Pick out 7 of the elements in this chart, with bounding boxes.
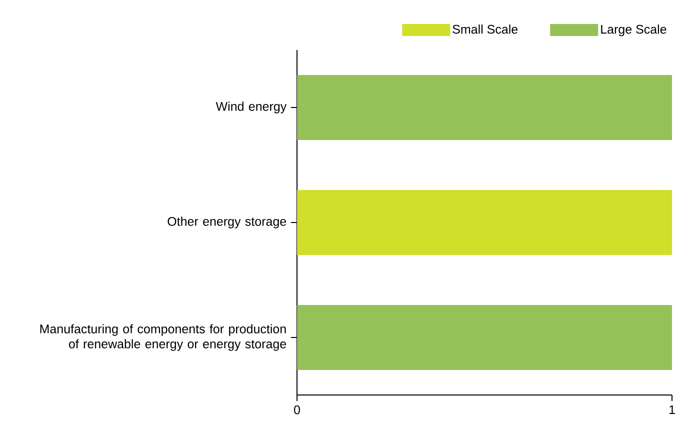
legend-label: Small Scale	[452, 24, 518, 34]
x-tick-label: 0	[294, 405, 300, 414]
y-tick-label: Other energy storage	[168, 216, 286, 228]
y-tick-label: Manufacturing of components for production of renewable energy or energy storage	[40, 324, 286, 351]
legend-label: Large Scale	[601, 24, 666, 36]
y-tick-label: Wind energy	[216, 102, 287, 114]
x-tick-label: 1	[669, 405, 675, 414]
